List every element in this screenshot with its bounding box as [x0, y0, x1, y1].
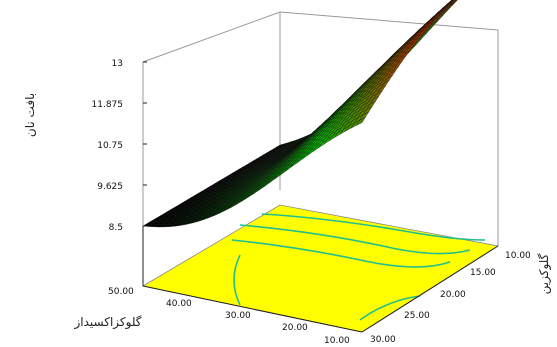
- y-ticks: 10.00 15.00 20.00 25.00 30.00: [370, 251, 531, 345]
- z-tick-label: 8.5: [109, 223, 123, 233]
- y-tick-label: 25.00: [404, 311, 430, 321]
- x-tick-label: 50.00: [108, 287, 134, 297]
- x-axis-title: گلوکزاکسیداز: [73, 315, 141, 330]
- z-tick-label: 10.75: [97, 141, 123, 151]
- x-tick-label: 10.00: [324, 336, 350, 346]
- response-surface: [142, 0, 458, 228]
- x-tick-label: 30.00: [225, 311, 251, 321]
- z-ticks: 13 11.875 10.75 9.625 8.5: [92, 59, 147, 233]
- floor-plane: [141, 204, 500, 333]
- z-tick-label: 13: [112, 59, 123, 69]
- x-tick-label: 40.00: [166, 299, 192, 309]
- z-tick-label: 11.875: [92, 100, 124, 110]
- front-axes: [142, 226, 499, 333]
- z-tick-label: 9.625: [97, 182, 123, 192]
- z-axis-title: بافت نان: [23, 93, 37, 137]
- x-ticks: 50.00 40.00 30.00 20.00 10.00: [108, 287, 350, 346]
- y-axis-title: گلوکزین: [537, 253, 552, 294]
- y-tick-label: 10.00: [505, 251, 531, 261]
- y-tick-label: 30.00: [370, 335, 396, 345]
- surface-patch: [356, 116, 366, 126]
- y-tick-label: 20.00: [440, 290, 466, 300]
- y-tick-label: 15.00: [470, 268, 496, 278]
- floor-contours: [231, 213, 486, 321]
- x-tick-label: 20.00: [282, 323, 308, 333]
